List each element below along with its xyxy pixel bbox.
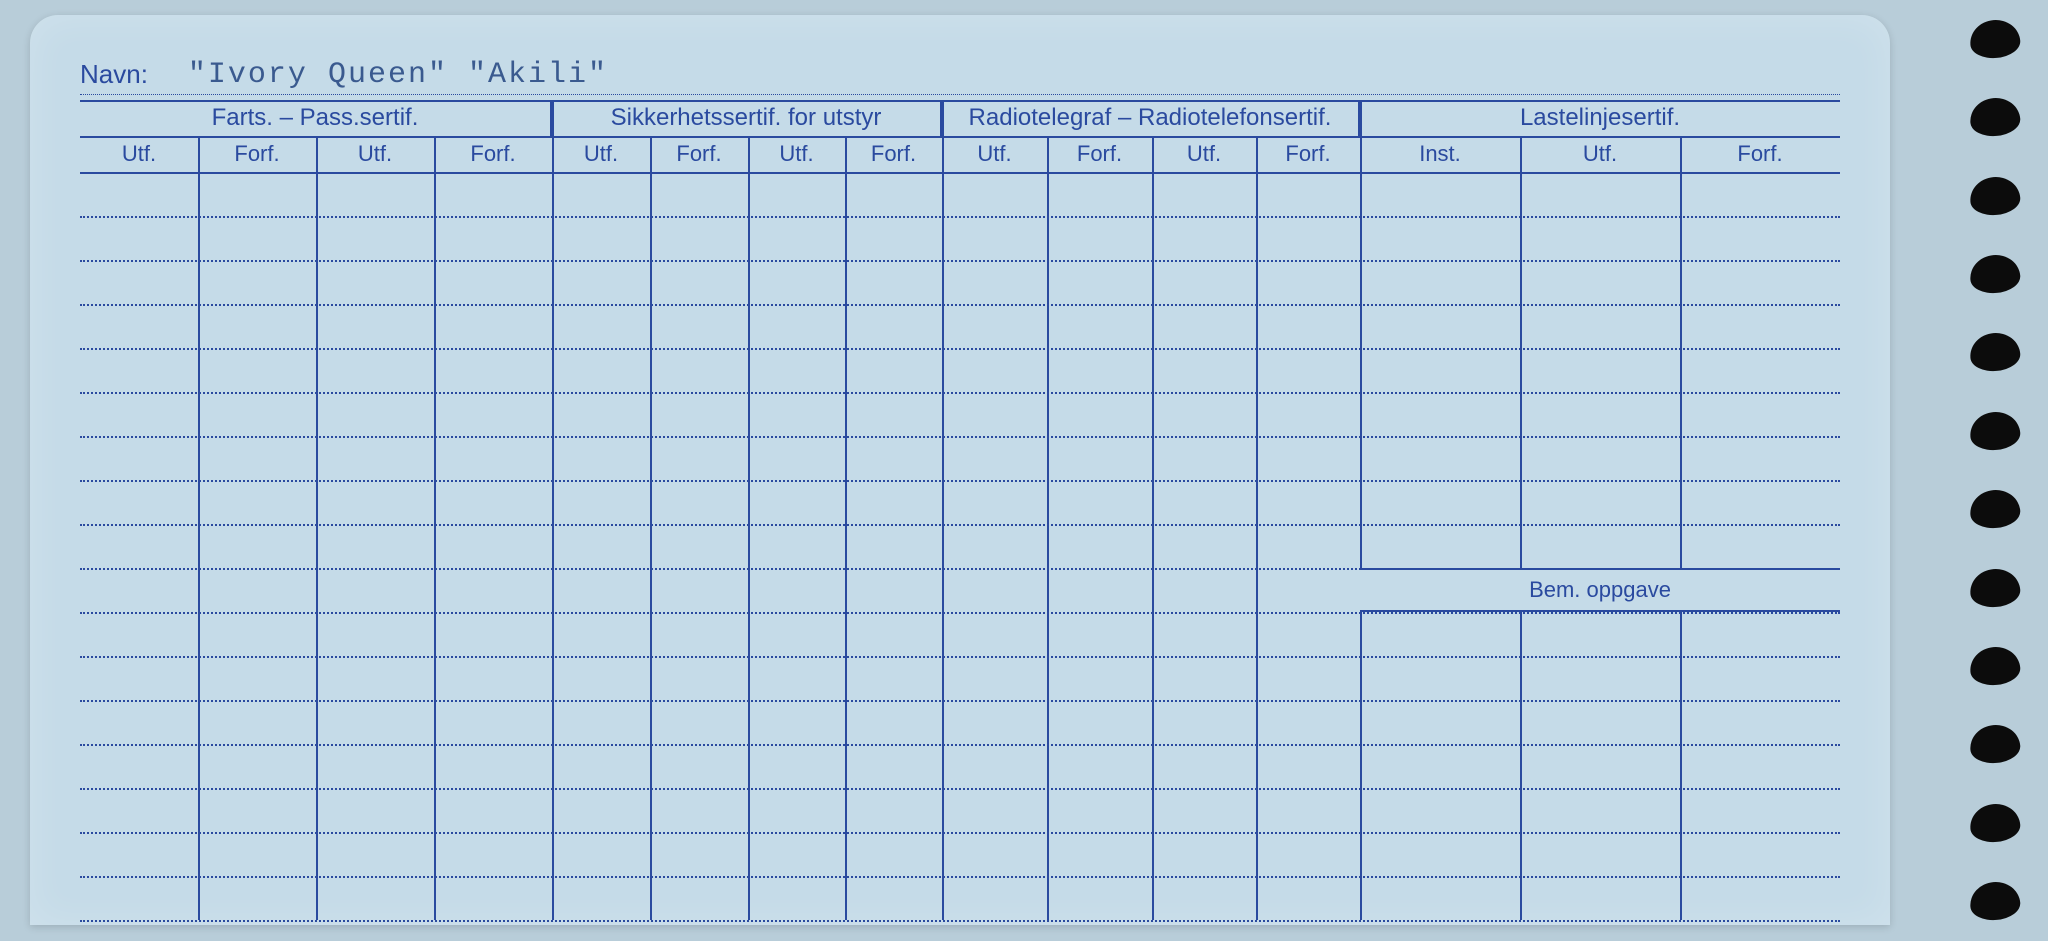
vertical-rule: [1256, 136, 1258, 920]
sub-header: Forf.: [1047, 136, 1152, 172]
vertical-rule: [1360, 100, 1362, 920]
sub-header: Utf.: [316, 136, 434, 172]
sub-header: Forf.: [650, 136, 748, 172]
group-header-lastelinje: Lastelinjesertif.: [1360, 100, 1840, 136]
record-card: Navn: "Ivory Queen" "Akili" Farts. – Pas…: [30, 15, 1890, 925]
row-rule: [80, 656, 1840, 658]
row-rule: [80, 436, 1840, 438]
row-rule: [80, 700, 1840, 702]
sub-header-row: Utf.Forf.Utf.Forf.Utf.Forf.Utf.Forf.Utf.…: [80, 136, 1840, 172]
group-header-farts: Farts. – Pass.sertif.: [80, 100, 552, 136]
bem-oppgave-label: Bem. oppgave: [1529, 577, 1671, 603]
vertical-rule: [1152, 136, 1154, 920]
row-rule: [80, 612, 1840, 614]
row-rule: [80, 260, 1840, 262]
row-rule: [80, 876, 1840, 878]
vertical-rule: [552, 100, 554, 920]
binder-hole: [1968, 801, 2021, 843]
sub-header: Utf.: [552, 136, 650, 172]
row-rule: [80, 348, 1840, 350]
vertical-rule: [748, 136, 750, 920]
vertical-rule: [1680, 136, 1682, 920]
vertical-rule: [942, 100, 944, 920]
vertical-rule: [1520, 136, 1522, 920]
binder-hole: [1968, 253, 2021, 295]
sub-header: Inst.: [1360, 136, 1520, 172]
row-rule: [80, 480, 1840, 482]
group-header-sikkerhet: Sikkerhetssertif. for utstyr: [552, 100, 942, 136]
binder-holes: [1970, 20, 2030, 920]
sub-header: Utf.: [748, 136, 845, 172]
sub-header: Utf.: [942, 136, 1047, 172]
bem-oppgave-box: Bem. oppgave: [1360, 568, 1840, 612]
sub-header: Utf.: [80, 136, 198, 172]
sub-header: Utf.: [1152, 136, 1256, 172]
row-rule: [80, 920, 1840, 922]
navn-row: Navn: "Ivory Queen" "Akili": [80, 45, 1840, 95]
binder-hole: [1968, 18, 2021, 60]
binder-hole: [1968, 880, 2021, 922]
vertical-rule: [434, 136, 436, 920]
binder-hole: [1968, 410, 2021, 452]
header-bottom-rule: [80, 172, 1840, 174]
sub-header: Forf.: [845, 136, 942, 172]
row-rule: [80, 216, 1840, 218]
row-rule: [80, 744, 1840, 746]
sub-header: Forf.: [434, 136, 552, 172]
vertical-rule: [650, 136, 652, 920]
binder-hole: [1968, 331, 2021, 373]
vertical-rule: [845, 136, 847, 920]
vertical-rule: [198, 136, 200, 920]
binder-hole: [1968, 175, 2021, 217]
vertical-rule: [1047, 136, 1049, 920]
binder-hole: [1968, 96, 2021, 138]
row-rule: [80, 304, 1840, 306]
binder-hole: [1968, 566, 2021, 608]
row-rule: [80, 788, 1840, 790]
navn-label: Navn:: [80, 59, 148, 94]
certificates-table: Farts. – Pass.sertif. Sikkerhetssertif. …: [80, 100, 1840, 920]
binder-hole: [1968, 645, 2021, 687]
sub-header: Forf.: [1680, 136, 1840, 172]
vertical-rule: [316, 136, 318, 920]
binder-hole: [1968, 488, 2021, 530]
row-rule: [80, 392, 1840, 394]
sub-header: Forf.: [198, 136, 316, 172]
group-header-radio: Radiotelegraf – Radiotelefonsertif.: [942, 100, 1360, 136]
navn-value: "Ivory Queen" "Akili": [188, 58, 608, 94]
row-rule: [80, 524, 1840, 526]
sub-header: Forf.: [1256, 136, 1360, 172]
row-rule: [80, 832, 1840, 834]
sub-header: Utf.: [1520, 136, 1680, 172]
binder-hole: [1968, 723, 2021, 765]
group-header-row: Farts. – Pass.sertif. Sikkerhetssertif. …: [80, 100, 1840, 136]
